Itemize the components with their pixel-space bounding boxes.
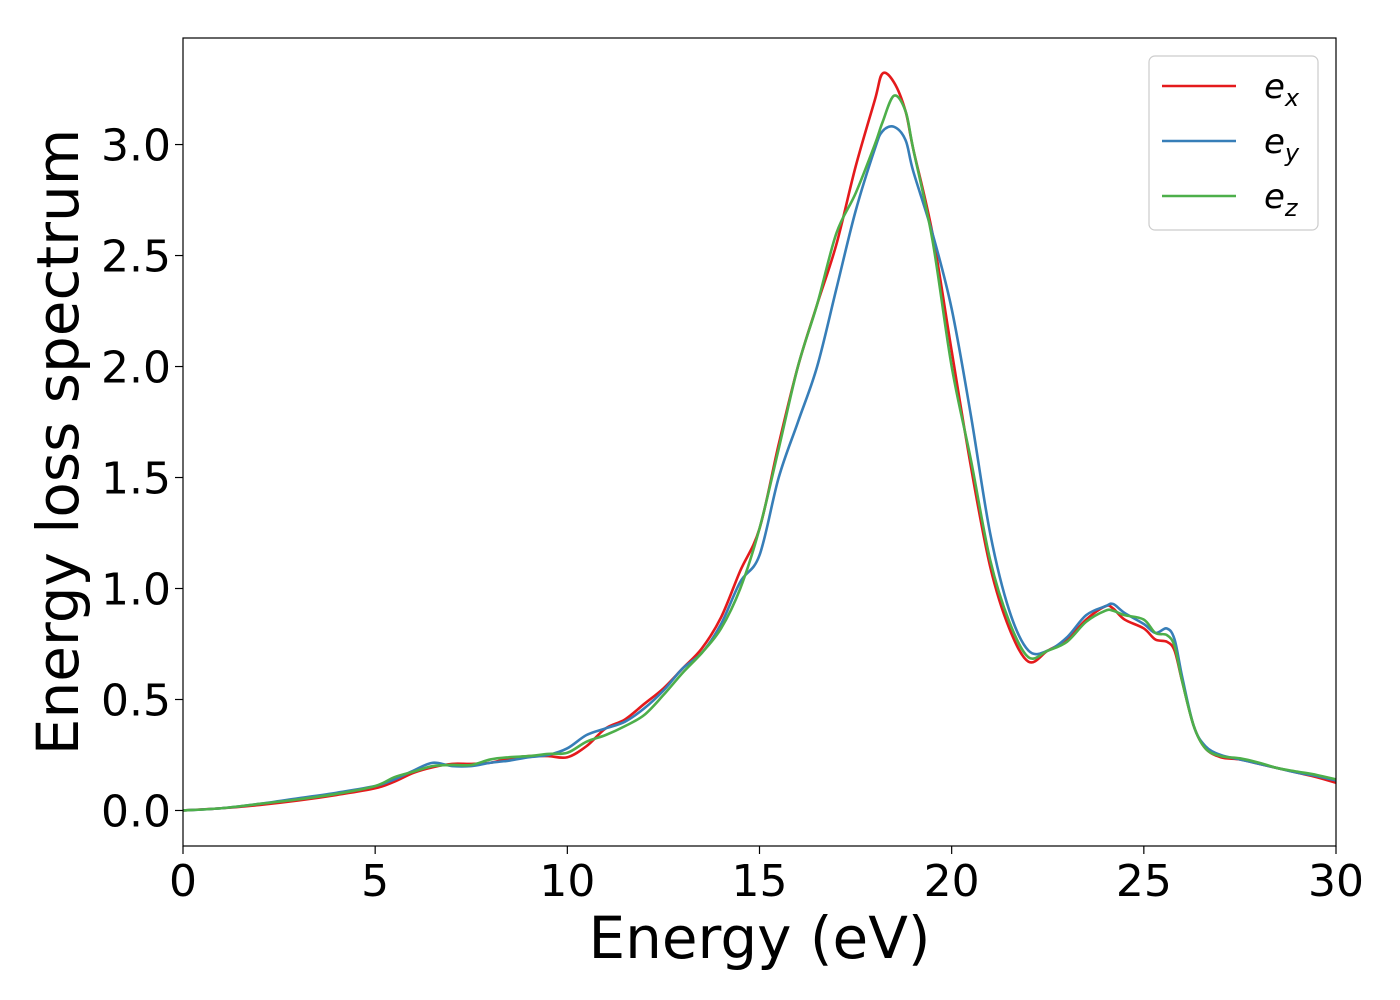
legend-label-ez: ez xyxy=(1264,177,1299,222)
series-line-ey xyxy=(183,125,1336,812)
y-tick-label: 0.0 xyxy=(101,786,171,837)
y-axis-label: Energy loss spectrum xyxy=(24,129,92,755)
x-axis-label: Energy (eV) xyxy=(588,904,930,972)
y-tick-label: 1.0 xyxy=(101,565,171,616)
y-axis-ticks: 0.0 0.5 1.0 1.5 2.0 2.5 3.0 xyxy=(101,121,183,837)
legend-box xyxy=(1148,55,1319,231)
y-tick-label: 2.0 xyxy=(101,343,171,394)
x-axis-ticks: 0 5 10 15 20 25 30 xyxy=(169,846,1364,907)
x-tick-label: 10 xyxy=(539,856,595,907)
x-tick-label: 25 xyxy=(1116,856,1172,907)
x-tick-label: 15 xyxy=(732,856,788,907)
y-tick-label: 2.5 xyxy=(101,232,171,283)
series-lines xyxy=(183,71,1336,812)
x-tick-label: 0 xyxy=(169,856,197,907)
y-tick-label: 0.5 xyxy=(101,675,171,726)
y-tick-label: 1.5 xyxy=(101,454,171,505)
series-line-ez xyxy=(183,94,1336,812)
x-tick-label: 5 xyxy=(361,856,389,907)
y-tick-label: 3.0 xyxy=(101,121,171,172)
x-tick-label: 20 xyxy=(924,856,980,907)
x-tick-label: 30 xyxy=(1308,856,1364,907)
